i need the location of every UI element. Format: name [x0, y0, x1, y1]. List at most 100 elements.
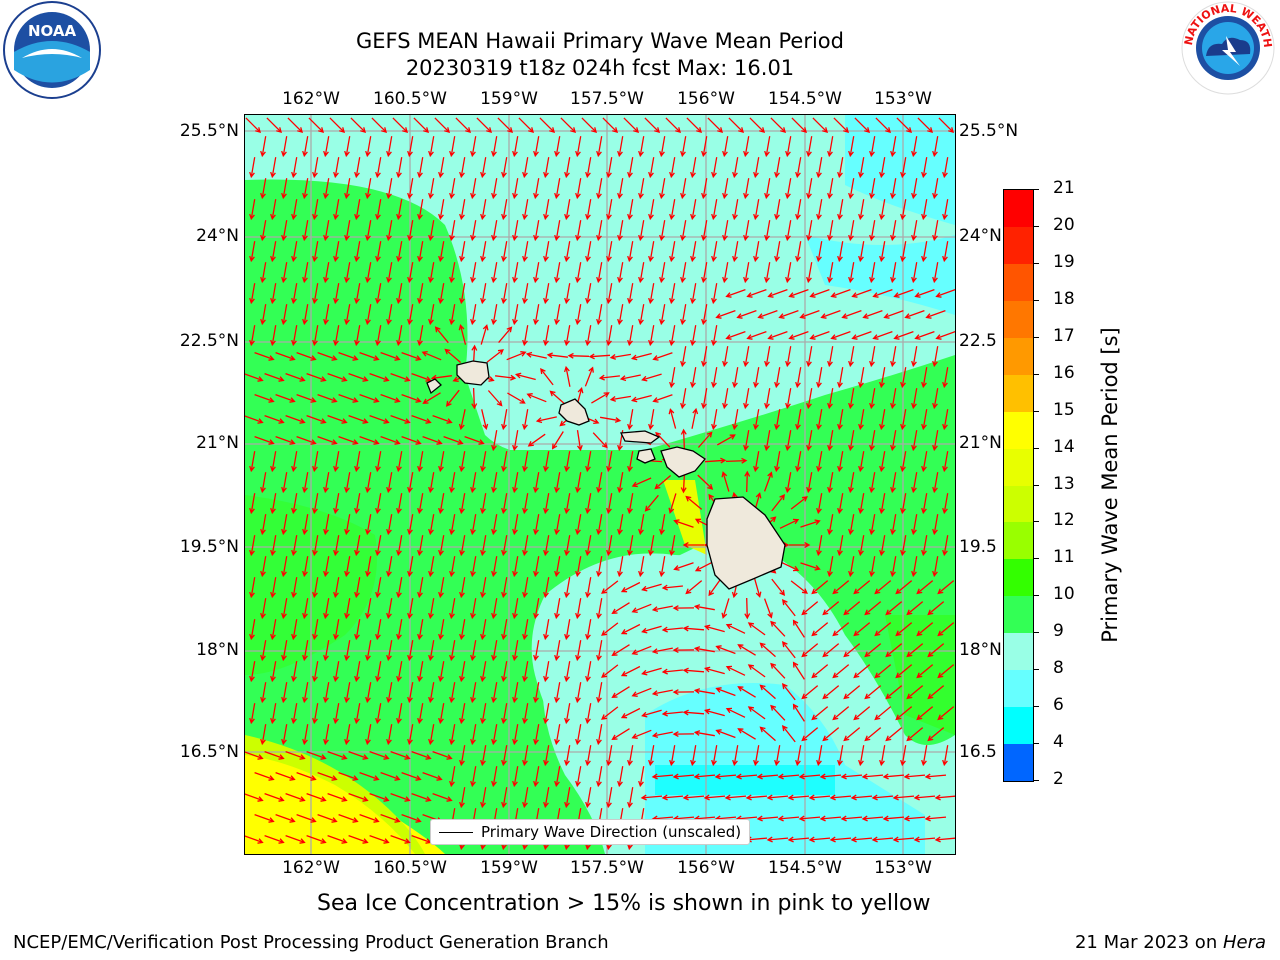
wave-arrow [690, 199, 697, 221]
wave-arrow [858, 241, 865, 263]
wave-arrow [598, 374, 620, 381]
wave-arrow [329, 117, 346, 134]
wave-arrow [344, 220, 351, 242]
wave-arrow [617, 136, 624, 158]
wave-arrow [333, 661, 340, 683]
lat-label-left: 19.5°N [179, 537, 239, 557]
wave-arrow [851, 288, 872, 298]
wave-arrow [601, 580, 619, 594]
lon-label-top: 159°W [480, 89, 538, 109]
colorbar-swatch [1004, 448, 1033, 486]
wave-arrow [627, 493, 634, 515]
wave-arrow [596, 304, 603, 326]
wave-arrow [338, 435, 359, 445]
wave-arrow [715, 309, 736, 319]
wave-arrow [575, 682, 582, 704]
wave-arrow [638, 136, 645, 158]
wave-arrow [932, 178, 939, 200]
wave-arrow [816, 409, 823, 431]
wave-arrow [858, 493, 865, 515]
wave-arrow [543, 703, 550, 725]
wave-arrow [722, 136, 729, 158]
lat-label-left: 22.5°N [179, 331, 239, 351]
wave-arrow [396, 619, 403, 641]
wave-arrow [449, 178, 456, 200]
wave-arrow [837, 451, 844, 473]
wave-arrow [759, 642, 776, 658]
wave-arrow [491, 262, 498, 284]
wave-arrow [869, 556, 876, 578]
wave-arrow [539, 117, 556, 134]
wave-arrow [879, 199, 886, 221]
wave-arrow [801, 685, 819, 700]
wave-arrow [672, 647, 695, 653]
wave-arrow [843, 727, 861, 742]
wave-arrow [533, 514, 540, 536]
wave-arrow [743, 262, 750, 284]
wave-arrow [296, 351, 317, 361]
wave-arrow [882, 815, 905, 822]
colorbar-tick-mark [1033, 336, 1039, 338]
colorbar-swatch [1004, 670, 1033, 708]
wave-arrow [837, 157, 844, 179]
wave-arrow [480, 577, 487, 599]
wave-arrow [396, 577, 403, 599]
wave-arrow [885, 601, 903, 616]
wave-arrow [323, 640, 330, 662]
nws-logo: NATIONAL WEATHER SERVICE [1174, 0, 1278, 100]
wave-arrow [659, 262, 666, 284]
wave-arrow [459, 241, 466, 263]
wave-arrow [491, 514, 498, 536]
wave-arrow [690, 241, 697, 263]
wave-arrow [422, 435, 443, 445]
wave-arrow [275, 393, 296, 403]
wave-arrow [732, 157, 739, 179]
wave-arrow [312, 199, 319, 221]
wave-arrow [480, 661, 487, 683]
wave-arrow [285, 750, 306, 760]
wave-arrow [669, 325, 676, 347]
wave-arrow [417, 493, 424, 515]
wave-arrow [575, 262, 582, 284]
wave-arrow [641, 709, 662, 718]
wave-arrow [806, 430, 813, 452]
wave-arrow [348, 372, 369, 382]
wave-arrow [501, 451, 508, 473]
wave-arrow [806, 346, 813, 368]
wave-arrow [312, 703, 319, 725]
colorbar-fill [1004, 190, 1033, 781]
wave-arrow [459, 157, 466, 179]
wave-arrow [827, 556, 834, 578]
wave-arrow [459, 745, 466, 767]
wave-arrow [533, 598, 540, 620]
period-region-10 [245, 179, 955, 854]
wave-arrow [354, 199, 361, 221]
wave-arrow [575, 304, 582, 326]
wave-arrow [491, 178, 498, 200]
lat-label-left: 21°N [196, 433, 239, 453]
wave-arrow [690, 745, 697, 767]
colorbar-tick-label: 11 [1053, 547, 1075, 568]
wave-arrow [401, 351, 422, 361]
wave-arrow [333, 157, 340, 179]
colorbar-tick-mark [1033, 632, 1039, 634]
wave-arrow [833, 117, 850, 134]
wave-arrow [359, 435, 380, 445]
wave-arrow [354, 577, 361, 599]
wave-arrow [302, 178, 309, 200]
wave-arrow [526, 393, 547, 403]
wave-arrow [380, 393, 401, 403]
colorbar-swatch [1004, 190, 1033, 227]
wave-arrow [459, 703, 466, 725]
wave-arrow [937, 664, 955, 679]
wave-arrow [354, 619, 361, 641]
wave-arrow [543, 577, 550, 599]
wave-arrow [260, 682, 267, 704]
wave-arrow [853, 664, 871, 679]
wave-arrow [651, 605, 673, 613]
colorbar [1003, 189, 1034, 782]
wave-arrow [630, 394, 652, 403]
wave-arrow [917, 117, 934, 134]
wave-arrow [617, 472, 624, 494]
wave-arrow [564, 535, 571, 557]
